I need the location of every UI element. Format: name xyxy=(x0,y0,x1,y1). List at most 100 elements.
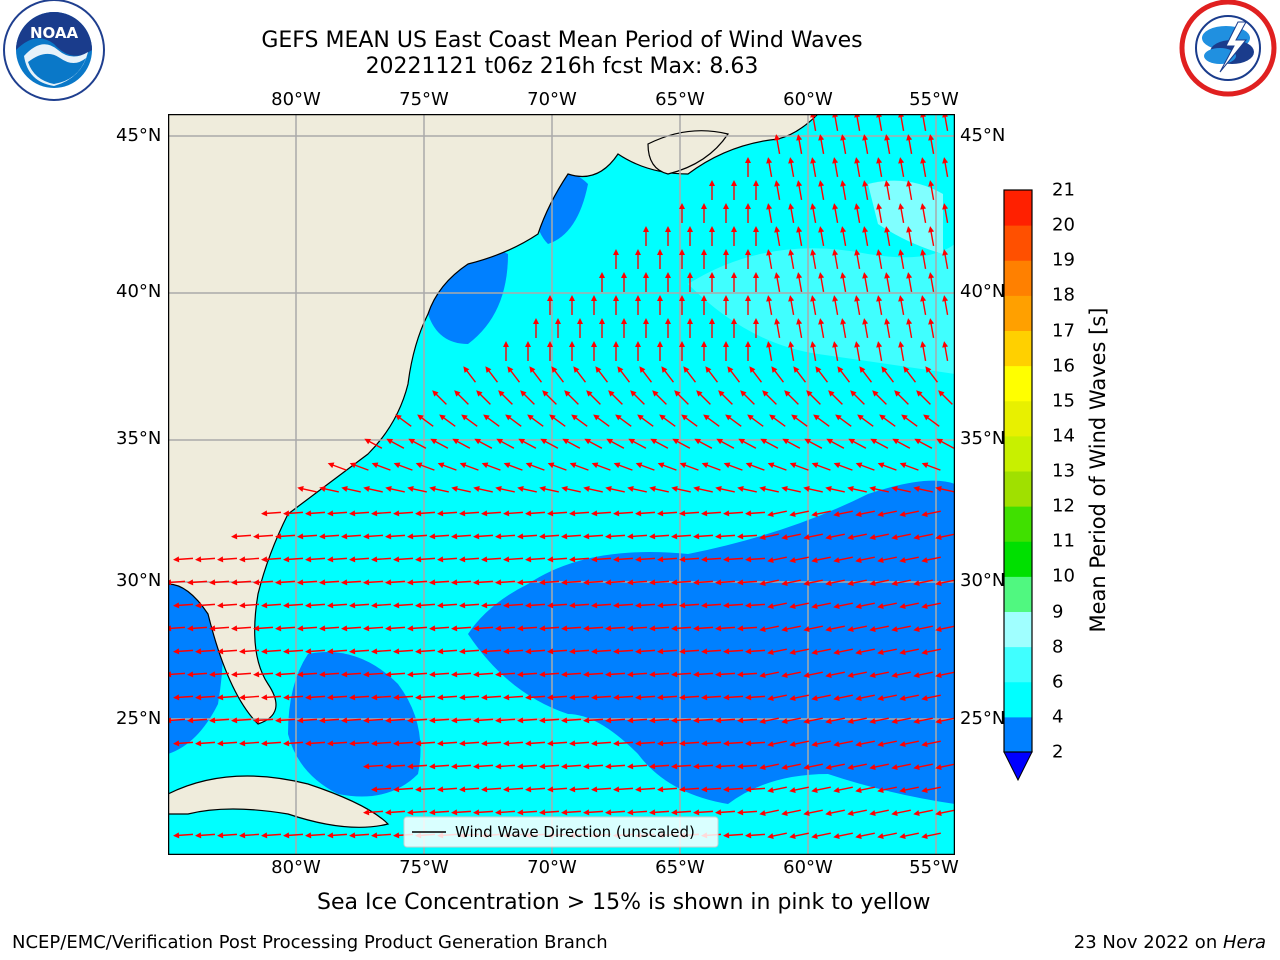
wave-direction-arrowhead xyxy=(723,203,729,209)
wave-direction-arrowhead xyxy=(297,485,304,492)
wave-direction-arrowhead xyxy=(671,625,678,632)
wave-direction-arrowhead xyxy=(803,534,810,540)
wave-direction-arrowhead xyxy=(437,740,444,747)
wave-direction-arrowhead xyxy=(938,390,945,397)
wave-direction-arrowhead xyxy=(349,832,356,839)
wave-direction-arrowhead xyxy=(363,809,370,816)
wave-direction-arrowhead xyxy=(723,602,730,609)
wave-direction-arrowhead xyxy=(569,694,576,701)
wave-direction-arrowhead xyxy=(891,580,898,586)
wave-direction-arrowhead xyxy=(877,462,885,469)
wave-direction-arrowhead xyxy=(437,510,444,517)
wave-direction-arrowhead xyxy=(452,438,460,445)
wave-direction-arrowhead xyxy=(767,511,774,517)
wave-direction-arrowhead xyxy=(811,649,818,655)
wave-direction-arrowhead xyxy=(701,295,707,301)
wave-direction-arrowhead xyxy=(913,810,920,816)
wave-direction-arrowhead xyxy=(657,462,665,469)
wave-direction-arrowhead xyxy=(862,226,869,233)
wave-direction-arrowhead xyxy=(520,390,527,397)
wave-direction-arrowhead xyxy=(803,485,810,492)
wave-direction-arrowhead xyxy=(854,203,861,210)
wave-direction-arrowhead xyxy=(899,787,906,793)
footer-credit: NCEP/EMC/Verification Post Processing Pr… xyxy=(12,932,608,953)
wave-direction-arrowhead xyxy=(920,249,927,256)
wave-direction-arrowhead xyxy=(789,603,796,609)
wave-direction-arrowhead xyxy=(759,485,766,492)
wave-direction-arrowhead xyxy=(613,602,620,609)
wave-direction-arrowhead xyxy=(870,438,878,445)
wave-direction-arrowhead xyxy=(737,717,744,724)
wave-direction-arrowhead xyxy=(657,786,664,793)
wave-direction-arrowhead xyxy=(840,134,847,141)
wave-direction-arrowhead xyxy=(935,580,942,586)
arrow-legend-label: Wind Wave Direction (unscaled) xyxy=(455,823,695,841)
wave-direction-arrowhead xyxy=(341,485,348,492)
wave-direction-arrowhead xyxy=(275,579,282,586)
wave-direction-arrowhead xyxy=(637,414,644,421)
period-6-8-region xyxy=(868,180,943,254)
wave-direction-arrowhead xyxy=(928,272,935,279)
wave-direction-arrowhead xyxy=(810,249,817,256)
wave-direction-arrowhead xyxy=(547,510,554,517)
wave-direction-arrowhead xyxy=(759,718,766,724)
wave-direction-arrowhead xyxy=(635,648,642,655)
wave-direction-arrowhead xyxy=(415,602,422,609)
wave-direction-arrowhead xyxy=(627,625,634,632)
wave-direction-arrowhead xyxy=(393,832,400,839)
wave-direction-arrowhead xyxy=(899,649,906,655)
wave-direction-arrowhead xyxy=(231,533,238,540)
wave-direction-arrowhead xyxy=(605,809,612,816)
wave-direction-arrowhead xyxy=(788,295,795,302)
wave-direction-arrowhead xyxy=(701,648,708,655)
wave-direction-arrowhead xyxy=(495,533,502,540)
lat-label: 35°N xyxy=(116,428,162,449)
wave-direction-arrowhead xyxy=(679,556,686,563)
wave-direction-arrowhead xyxy=(825,580,832,586)
wave-direction-arrowhead xyxy=(826,438,834,445)
wave-direction-arrowhead xyxy=(539,809,546,816)
wave-direction-arrowhead xyxy=(583,809,590,816)
wave-direction-arrowhead xyxy=(429,579,436,586)
wave-direction-arrowhead xyxy=(617,366,624,373)
wave-direction-arrowhead xyxy=(810,341,817,348)
wave-direction-arrowhead xyxy=(297,533,304,540)
wave-direction-arrowhead xyxy=(187,625,194,632)
wave-direction-arrowhead xyxy=(239,694,246,701)
wave-direction-arrowhead xyxy=(877,649,884,655)
wave-direction-arrowhead xyxy=(891,764,898,770)
wave-direction-arrowhead xyxy=(615,414,622,421)
wave-direction-arrowhead xyxy=(363,717,370,724)
colorbar-tick-label: 4 xyxy=(1052,706,1064,728)
wave-direction-arrowhead xyxy=(898,203,905,210)
wave-direction-arrowhead xyxy=(701,510,708,517)
wave-direction-arrowhead xyxy=(261,648,268,655)
wave-direction-arrowhead xyxy=(835,414,842,421)
colorbar-tick-label: 14 xyxy=(1052,425,1075,447)
noaa-logo: NOAA xyxy=(2,0,106,104)
wave-direction-arrowhead xyxy=(239,648,246,655)
wave-direction-arrowhead xyxy=(417,414,424,421)
wave-direction-arrowhead xyxy=(635,786,642,793)
wave-direction-arrowhead xyxy=(774,134,781,141)
wave-direction-arrowhead xyxy=(473,809,480,816)
wave-direction-arrowhead xyxy=(599,272,605,278)
wave-direction-arrowhead xyxy=(547,602,554,609)
wave-direction-arrowhead xyxy=(731,180,737,186)
wave-direction-arrowhead xyxy=(481,510,488,517)
wave-direction-arrowhead xyxy=(613,740,620,747)
wave-direction-arrowhead xyxy=(393,786,400,793)
wave-direction-arrowhead xyxy=(693,485,700,492)
wave-direction-arrowhead xyxy=(847,580,854,586)
wave-direction-arrowhead xyxy=(473,579,480,586)
wave-direction-arrowhead xyxy=(605,485,612,492)
footer-date: 23 Nov 2022 on Hera xyxy=(1074,932,1266,953)
wave-direction-arrowhead xyxy=(613,249,619,255)
wave-direction-arrowhead xyxy=(854,249,861,256)
wave-direction-arrowhead xyxy=(715,671,722,678)
wave-direction-arrowhead xyxy=(862,180,869,187)
wave-direction-arrowhead xyxy=(540,438,548,445)
lat-label: 30°N xyxy=(960,570,1006,591)
wave-direction-arrowhead xyxy=(804,438,812,445)
wave-direction-arrowhead xyxy=(745,602,752,609)
